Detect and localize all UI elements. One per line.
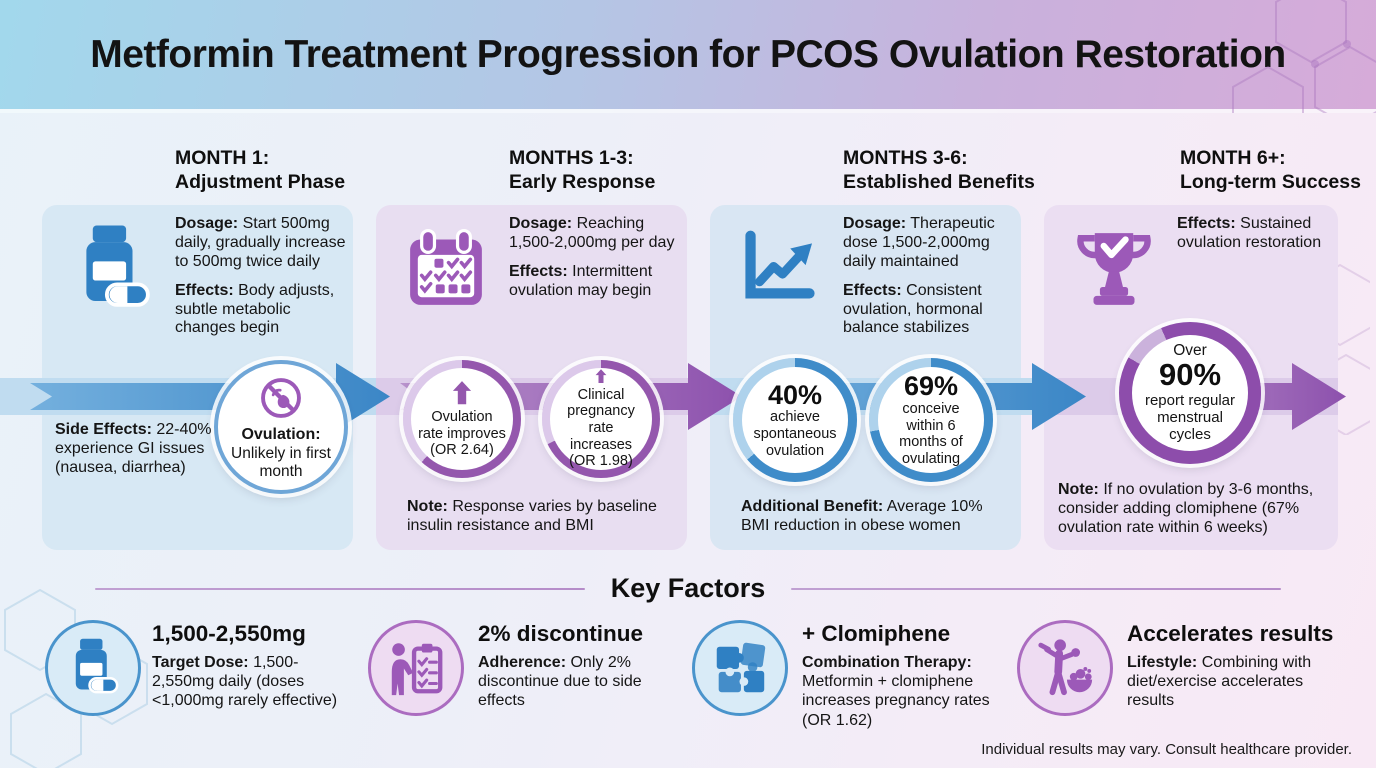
milestone-stat: 40%	[767, 379, 823, 410]
key-factors-header: Key Factors	[95, 573, 1282, 604]
phase-2-note: Note: Response varies by baseline insuli…	[407, 498, 657, 534]
diet-exercise-icon	[1017, 620, 1113, 716]
phase-header-month-6plus: MONTH 6+: Long-term Success	[1180, 147, 1361, 193]
milestone-stat: 90%	[1158, 357, 1222, 393]
phase-details: Dosage: Reaching 1,500-2,000mg per day E…	[509, 215, 683, 311]
divider-line	[791, 587, 1282, 590]
effects-text: Effects: Consistent ovulation, hormonal …	[843, 281, 983, 337]
factor-text: Lifestyle: Combining with diet/exercise …	[1127, 654, 1312, 710]
factor-title: + Clomiphene	[802, 621, 951, 646]
disclaimer-text: Individual results may vary. Consult hea…	[981, 741, 1352, 758]
effects-text: Effects: Body adjusts, subtle metabolic …	[175, 281, 335, 337]
factor-target-dose: 1,500-2,550mg Target Dose: 1,500-2,550mg…	[152, 621, 350, 711]
phase-4-note: Note: If no ovulation by 3-6 months, con…	[1058, 481, 1314, 536]
factor-text: Adherence: Only 2% discontinue due to si…	[478, 654, 642, 710]
dosage-text: Dosage: Start 500mg daily, gradually inc…	[175, 215, 346, 270]
milestone-text: Ovulation rate improves (OR 2.64)	[418, 408, 506, 459]
calendar-icon	[400, 221, 492, 327]
pill-bottle-icon	[66, 221, 158, 327]
factor-title: 2% discontinue	[478, 621, 644, 646]
divider-line	[95, 587, 585, 590]
no-ovulation-icon	[261, 378, 301, 419]
phase-header-month-1: MONTH 1: Adjustment Phase	[175, 147, 346, 193]
milestone-40-percent: 40% achieve spontaneous ovulation	[733, 358, 857, 482]
factor-text: Target Dose: 1,500-2,550mg daily (doses …	[152, 654, 338, 710]
header-banner: Metformin Treatment Progression for PCOS…	[0, 0, 1376, 113]
factor-title: Accelerates results	[1127, 621, 1334, 646]
phase-details: Dosage: Therapeutic dose 1,500-2,000mg d…	[843, 215, 1017, 348]
milestone-no-ovulation: Ovulation: Unlikely in first month	[214, 360, 348, 494]
milestone-90-percent: Over 90% report regular menstrual cycles	[1119, 322, 1261, 464]
milestone-text: achieve spontaneous ovulation	[753, 409, 837, 459]
milestone-69-percent: 69% conceive within 6 months of ovulatin…	[869, 358, 993, 482]
factor-combination-therapy: + Clomiphene Combination Therapy: Metfor…	[802, 621, 1016, 730]
milestone-text: Clinical pregnancy rate increases (OR 1.…	[567, 386, 635, 470]
milestone-text: conceive within 6 months of ovulating	[899, 400, 963, 467]
milestone-text: Unlikely in first month	[231, 444, 331, 480]
factor-text: Combination Therapy: Metformin + clomiph…	[802, 654, 990, 729]
trophy-icon	[1068, 221, 1160, 327]
milestone-title: Ovulation:	[241, 426, 321, 444]
effects-text: Effects: Sustained ovulation restoration	[1177, 215, 1322, 251]
trending-up-chart-icon	[734, 221, 826, 327]
phase-details: Dosage: Start 500mg daily, gradually inc…	[175, 215, 349, 348]
flow-arrow-1	[30, 363, 390, 430]
milestone-pregnancy-rate: Clinical pregnancy rate increases (OR 1.…	[542, 360, 660, 478]
pill-bottle-icon	[45, 620, 141, 716]
side-effects-note: Side Effects: 22-40% experience GI issue…	[55, 421, 212, 476]
adherence-checklist-icon	[368, 620, 464, 716]
milestone-text: report regular menstrual cycles	[1144, 391, 1236, 444]
arrow-up-icon	[452, 381, 472, 405]
page-title: Metformin Treatment Progression for PCOS…	[90, 32, 1286, 76]
phase-details: Effects: Sustained ovulation restoration	[1177, 215, 1351, 263]
factor-adherence: 2% discontinue Adherence: Only 2% discon…	[478, 621, 674, 711]
key-factors-title: Key Factors	[610, 573, 766, 603]
factor-lifestyle: Accelerates results Lifestyle: Combining…	[1127, 621, 1353, 711]
dosage-text: Dosage: Therapeutic dose 1,500-2,000mg d…	[843, 215, 995, 270]
phase-header-months-3-6: MONTHS 3-6: Established Benefits	[843, 147, 1035, 193]
dosage-text: Dosage: Reaching 1,500-2,000mg per day	[509, 215, 675, 251]
milestone-stat: 69%	[903, 371, 959, 402]
milestone-prefix: Over	[1173, 342, 1207, 360]
puzzle-pieces-icon	[692, 620, 788, 716]
milestone-ovulation-rate: Ovulation rate improves (OR 2.64)	[403, 360, 521, 478]
phase-header-months-1-3: MONTHS 1-3: Early Response	[509, 147, 656, 193]
arrow-up-icon	[595, 369, 607, 383]
factor-title: 1,500-2,550mg	[152, 621, 306, 646]
phase-3-note: Additional Benefit: Average 10% BMI redu…	[741, 498, 983, 534]
effects-text: Effects: Intermittent ovulation may begi…	[509, 262, 653, 299]
